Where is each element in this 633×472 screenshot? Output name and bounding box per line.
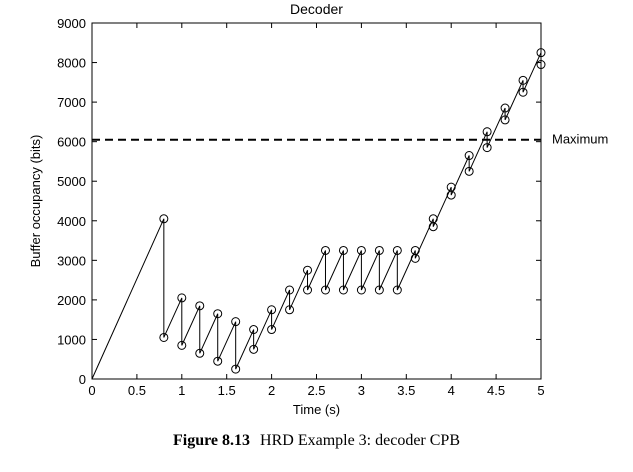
data-point — [374, 245, 384, 255]
x-tick-label: 4.5 — [487, 383, 505, 398]
caption-lead: Figure 8.13 — [173, 432, 251, 449]
data-point — [285, 285, 295, 295]
y-tick-label: 0 — [79, 372, 86, 387]
x-tick-label: 2 — [268, 383, 275, 398]
y-tick-label: 2000 — [57, 293, 86, 308]
markers-layer — [159, 48, 546, 374]
chart-title: Decoder — [290, 1, 343, 17]
x-tick-label: 1 — [178, 383, 185, 398]
data-point — [536, 48, 546, 58]
data-point — [213, 309, 223, 319]
data-point — [500, 103, 510, 113]
data-point — [231, 317, 241, 327]
data-point — [195, 301, 205, 311]
x-tick-label: 0.5 — [128, 383, 146, 398]
data-point — [374, 285, 384, 295]
x-tick-label: 3 — [358, 383, 365, 398]
y-tick-label: 1000 — [57, 332, 86, 347]
data-point — [338, 245, 348, 255]
data-point — [500, 115, 510, 125]
data-point — [231, 364, 241, 374]
series-layer — [91, 52, 542, 380]
data-point — [482, 127, 492, 137]
maximum-label: Maximum — [552, 132, 608, 147]
x-axis-label: Time (s) — [293, 402, 340, 417]
data-point — [303, 285, 313, 295]
x-tick-label: 4 — [448, 383, 455, 398]
data-point — [303, 265, 313, 275]
data-point — [356, 245, 366, 255]
data-point — [410, 253, 420, 263]
y-tick-label: 5000 — [57, 174, 86, 189]
data-point — [213, 356, 223, 366]
data-point — [392, 285, 402, 295]
data-point — [159, 214, 169, 224]
data-point — [177, 293, 187, 303]
y-tick-label: 4000 — [57, 214, 86, 229]
figure-caption: Figure 8.13 HRD Example 3: decoder CPB — [0, 432, 633, 450]
data-point — [195, 348, 205, 358]
data-point — [249, 325, 259, 335]
data-point — [249, 344, 259, 354]
axis-ticks: 0 0.5 1 1.5 2 2.5 3 3.5 4 4.5 5 0 1000 2000 3000 4000 50… — [57, 16, 545, 398]
data-point — [356, 285, 366, 295]
data-point — [518, 87, 528, 97]
data-point — [518, 75, 528, 85]
series-line — [91, 52, 542, 380]
chart: 0 0.5 1 1.5 2 2.5 3 3.5 4 4.5 5 0 1000 2000 3000 4000 50… — [28, 1, 608, 417]
x-tick-label: 5 — [537, 383, 544, 398]
x-tick-label: 0 — [88, 383, 95, 398]
y-tick-label: 8000 — [57, 56, 86, 71]
data-point — [464, 151, 474, 161]
x-tick-label: 3.5 — [397, 383, 415, 398]
data-point — [159, 332, 169, 342]
data-point — [482, 143, 492, 153]
y-tick-label: 9000 — [57, 16, 86, 31]
data-point — [464, 166, 474, 176]
data-point — [177, 340, 187, 350]
data-point — [320, 285, 330, 295]
data-point — [338, 285, 348, 295]
data-point — [392, 245, 402, 255]
plot-frame — [91, 22, 542, 380]
data-point — [267, 325, 277, 335]
data-point — [536, 60, 546, 70]
x-tick-label: 2.5 — [307, 383, 325, 398]
data-point — [320, 245, 330, 255]
data-point — [446, 190, 456, 200]
data-point — [428, 222, 438, 232]
y-axis-label: Buffer occupancy (bits) — [28, 135, 43, 268]
y-tick-label: 6000 — [57, 135, 86, 150]
y-tick-label: 3000 — [57, 253, 86, 268]
caption-text: HRD Example 3: decoder CPB — [260, 432, 460, 449]
data-point — [267, 305, 277, 315]
x-tick-label: 1.5 — [218, 383, 236, 398]
data-point — [285, 305, 295, 315]
y-tick-label: 7000 — [57, 95, 86, 110]
